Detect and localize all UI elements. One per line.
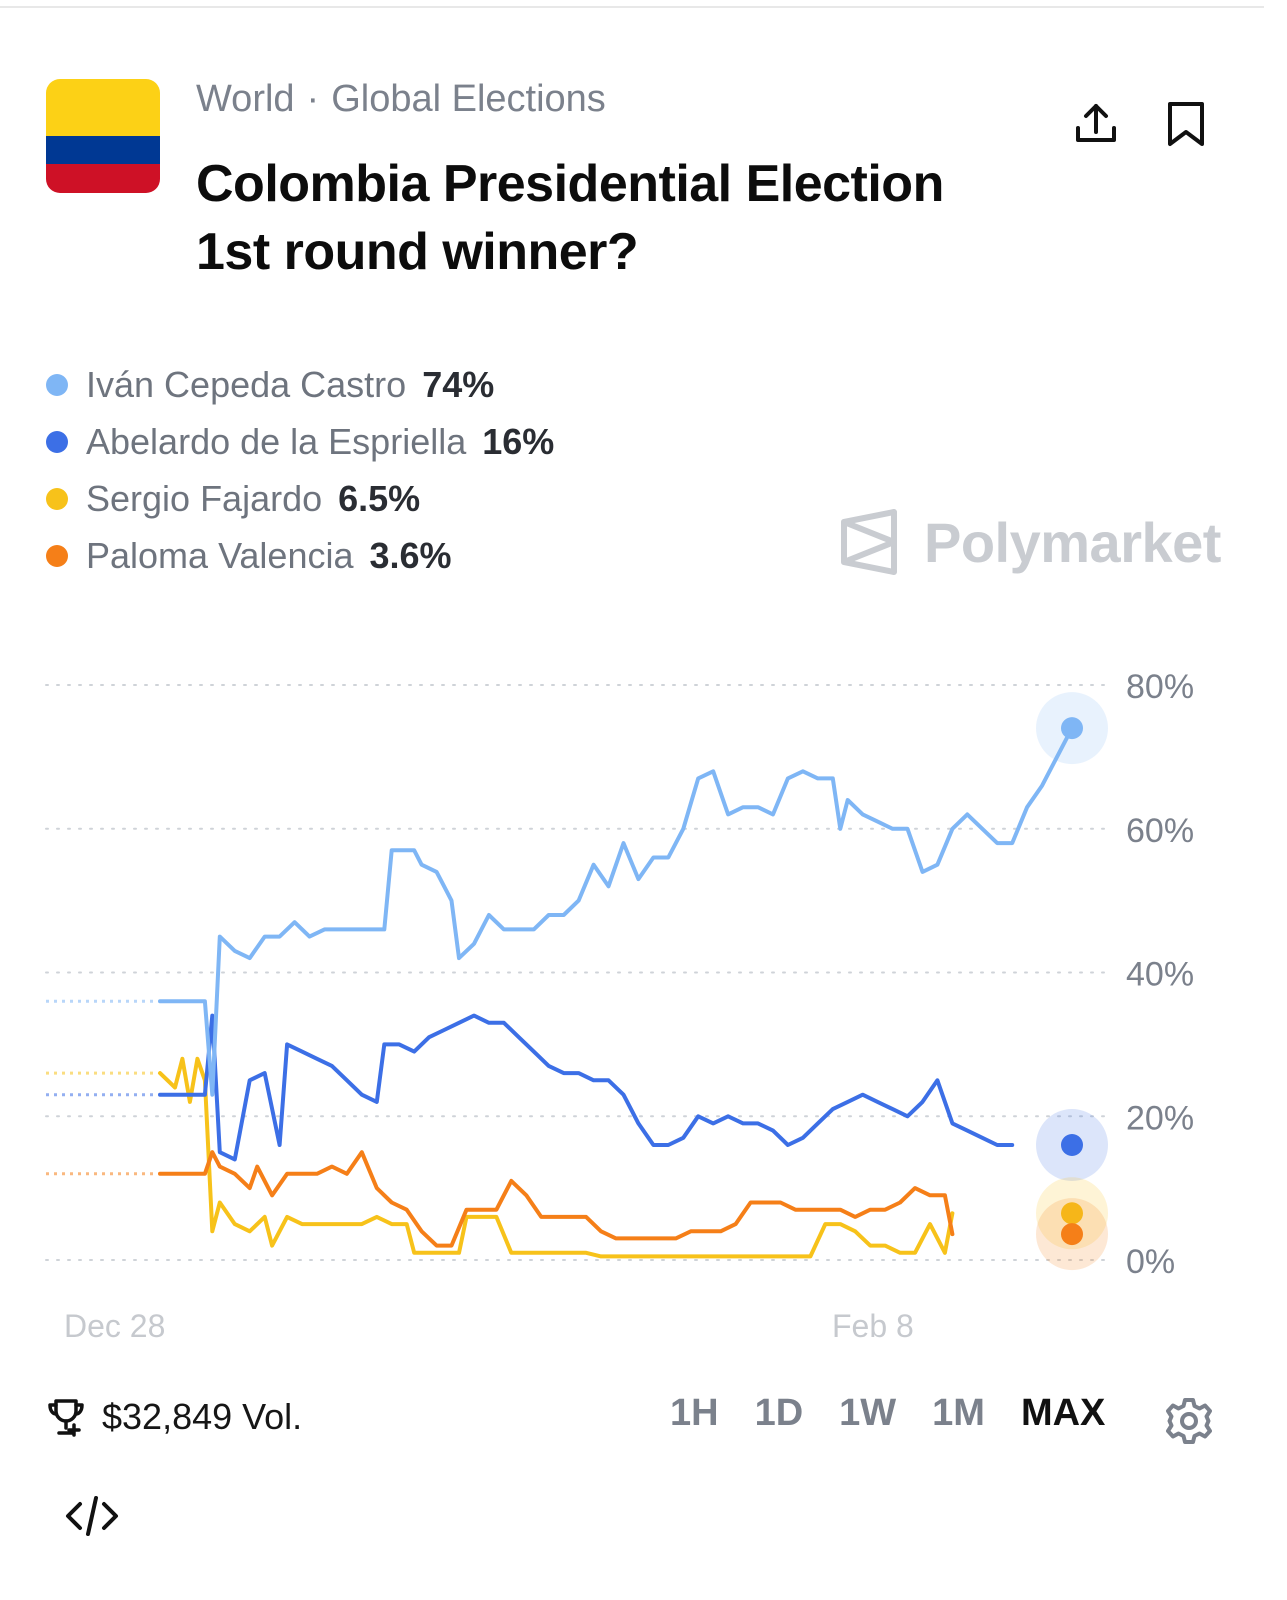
legend-percent: 6.5% — [338, 477, 421, 519]
gear-icon — [1166, 1398, 1212, 1444]
volume-text: $32,849 Vol. — [102, 1396, 303, 1437]
series-end-dot — [1061, 1202, 1083, 1225]
embed-button[interactable] — [64, 1494, 120, 1538]
series-line — [158, 726, 1074, 1097]
range-button-1w[interactable]: 1W — [839, 1392, 897, 1434]
breadcrumb-separator: · — [306, 78, 320, 120]
x-tick-label: Dec 28 — [64, 1308, 165, 1344]
y-tick-label: 0% — [1126, 1243, 1175, 1281]
brand: Polymarket — [840, 508, 1221, 576]
title-line-1: Colombia Presidential Election — [196, 155, 944, 213]
series-end-dot — [1061, 717, 1083, 740]
page-title: Colombia Presidential Election 1st round… — [196, 150, 1056, 286]
y-tick-label: 60% — [1126, 812, 1194, 850]
polymarket-logo-icon — [841, 509, 897, 575]
series-end-dot — [1061, 1134, 1083, 1156]
legend-dot — [46, 373, 68, 396]
settings-button[interactable] — [1164, 1396, 1214, 1446]
series-end-dot — [1061, 1223, 1083, 1246]
title-line-2: 1st round winner? — [196, 223, 639, 281]
share-icon — [1076, 104, 1116, 142]
range-button-max[interactable]: MAX — [1020, 1392, 1106, 1434]
y-tick-label: 40% — [1126, 956, 1194, 994]
breadcrumb: World · Global Elections — [196, 78, 606, 121]
series-line — [158, 1013, 1015, 1162]
legend-name: Abelardo de la Espriella — [86, 420, 467, 462]
trophy-icon — [48, 1399, 84, 1437]
legend-name: Iván Cepeda Castro — [86, 363, 407, 405]
share-button[interactable] — [1070, 98, 1122, 150]
series-line — [158, 1056, 955, 1259]
bookmark-button[interactable] — [1160, 98, 1212, 150]
legend-dot — [46, 544, 68, 567]
breadcrumb-global-elections[interactable]: Global Elections — [331, 78, 606, 120]
series-line — [158, 1150, 955, 1248]
breadcrumb-world[interactable]: World — [196, 78, 295, 120]
legend: Iván Cepeda Castro 74% Abelardo de la Espr… — [46, 356, 554, 584]
x-tick-label: Feb 8 — [832, 1308, 914, 1344]
legend-percent: 74% — [422, 363, 495, 405]
legend-percent: 16% — [482, 420, 555, 462]
top-divider — [0, 6, 1264, 8]
legend-name: Sergio Fajardo — [86, 477, 323, 519]
legend-name: Paloma Valencia — [86, 534, 354, 576]
time-range-selector: 1H 1D 1W 1M MAX — [670, 1392, 1141, 1435]
price-chart[interactable]: 80% 60% 40% 20% 0% Dec 28 Feb 8 — [0, 640, 1287, 1360]
range-button-1h[interactable]: 1H — [670, 1392, 719, 1434]
legend-dot — [46, 430, 68, 453]
legend-dot — [46, 487, 68, 510]
bookmark-icon — [1168, 102, 1204, 146]
y-tick-label: 20% — [1126, 1099, 1194, 1137]
code-embed-icon — [66, 1496, 118, 1536]
legend-item[interactable]: Sergio Fajardo 6.5% — [46, 470, 554, 527]
legend-item[interactable]: Abelardo de la Espriella 16% — [46, 413, 554, 470]
y-tick-label: 80% — [1126, 668, 1194, 706]
legend-percent: 3.6% — [369, 534, 452, 576]
legend-item[interactable]: Paloma Valencia 3.6% — [46, 527, 554, 584]
legend-item[interactable]: Iván Cepeda Castro 74% — [46, 356, 554, 413]
colombia-flag-icon — [46, 79, 160, 193]
range-button-1m[interactable]: 1M — [932, 1392, 985, 1434]
volume: $32,849 Vol. — [46, 1396, 302, 1438]
brand-name: Polymarket — [924, 510, 1221, 574]
range-button-1d[interactable]: 1D — [754, 1392, 804, 1434]
